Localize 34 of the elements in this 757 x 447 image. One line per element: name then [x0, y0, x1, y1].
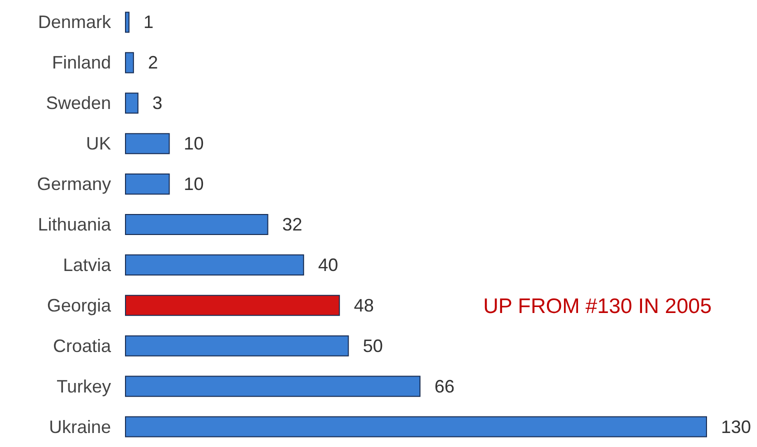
bar	[125, 214, 268, 236]
bar	[125, 376, 420, 397]
y-tick-label: Denmark	[38, 12, 112, 32]
data-label: 130	[721, 416, 752, 437]
bar	[125, 174, 170, 195]
bar	[125, 416, 707, 438]
y-tick-label: Sweden	[46, 93, 111, 114]
data-label: 10	[184, 174, 204, 194]
bar	[125, 12, 130, 33]
bar	[125, 254, 304, 276]
data-label: 50	[362, 336, 383, 356]
y-tick-label: Ukraine	[48, 416, 111, 437]
y-tick-label: Germany	[36, 174, 111, 194]
bar	[125, 133, 170, 154]
y-tick-label: Lithuania	[38, 214, 112, 234]
y-tick-label: Turkey	[56, 376, 111, 396]
y-tick-label: Finland	[52, 52, 111, 73]
y-tick-label: Georgia	[46, 295, 112, 316]
data-label: 2	[148, 52, 158, 73]
bar	[125, 92, 138, 114]
y-tick-label: Latvia	[62, 254, 112, 275]
data-label: 32	[282, 214, 302, 234]
annotation: UP FROM #130 IN 2005	[483, 295, 712, 318]
bar	[125, 52, 134, 74]
bar	[125, 335, 349, 356]
data-label: 40	[318, 254, 338, 275]
y-tick-label: UK	[86, 134, 111, 154]
data-label: 48	[354, 295, 374, 316]
data-label: 10	[184, 134, 204, 154]
data-label: 1	[143, 12, 154, 32]
bar	[125, 294, 340, 316]
y-tick-label: Croatia	[52, 336, 112, 356]
data-label: 3	[152, 93, 162, 114]
data-label: 66	[434, 376, 455, 396]
